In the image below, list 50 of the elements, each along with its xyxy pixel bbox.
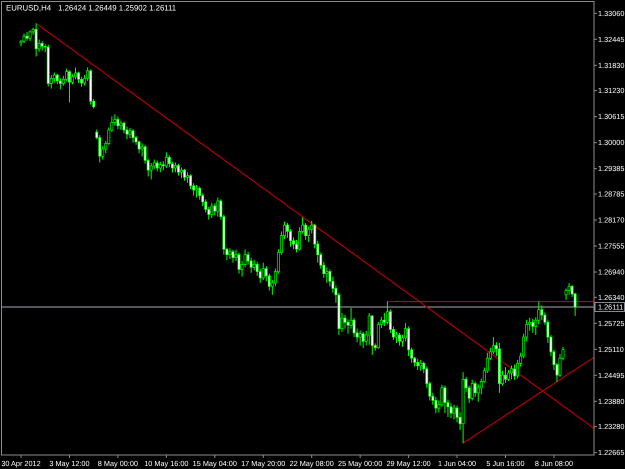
candlestick — [174, 162, 177, 173]
candlestick — [119, 120, 122, 130]
candlestick — [382, 312, 386, 327]
candlestick — [510, 364, 513, 380]
candlestick — [183, 168, 186, 182]
candlestick — [156, 160, 159, 172]
candlestick — [513, 364, 516, 380]
candlestick — [210, 202, 214, 218]
candlestick — [64, 68, 68, 82]
candlestick — [346, 318, 350, 334]
candlestick — [452, 404, 456, 420]
candlestick — [395, 332, 398, 344]
candlestick — [358, 330, 362, 346]
candlestick — [434, 396, 438, 414]
candlestick — [77, 71, 80, 84]
candlestick — [443, 385, 446, 414]
candlestick — [344, 314, 346, 330]
candlestick — [58, 78, 62, 90]
candlestick — [362, 332, 365, 349]
candlestick — [540, 304, 544, 321]
candlestick — [216, 197, 220, 218]
candlestick — [128, 127, 132, 139]
candlestick — [164, 152, 168, 169]
candlestick — [150, 162, 153, 180]
candlestick — [34, 22, 38, 57]
candlestick — [22, 33, 26, 44]
candlestick — [238, 252, 240, 274]
candlestick — [180, 167, 183, 179]
candlestick — [416, 358, 420, 371]
candlestick — [177, 163, 180, 176]
candlestick — [132, 128, 134, 144]
candlestick — [68, 70, 71, 104]
candlestick — [228, 248, 232, 260]
candlestick — [195, 184, 198, 198]
candlestick — [350, 307, 352, 330]
candlestick — [232, 250, 234, 264]
candlestick — [504, 366, 507, 384]
candlestick — [450, 402, 452, 419]
candlestick — [116, 116, 120, 130]
candlestick — [140, 143, 144, 158]
candlestick — [507, 370, 510, 382]
candlestick — [186, 172, 189, 184]
candlestick — [138, 140, 141, 154]
candlestick — [470, 379, 474, 401]
candlestick — [398, 332, 401, 346]
candlestick — [252, 259, 256, 271]
candlestick — [28, 30, 32, 42]
candlestick — [531, 318, 534, 334]
candlestick — [213, 203, 216, 216]
candlestick — [325, 266, 328, 284]
